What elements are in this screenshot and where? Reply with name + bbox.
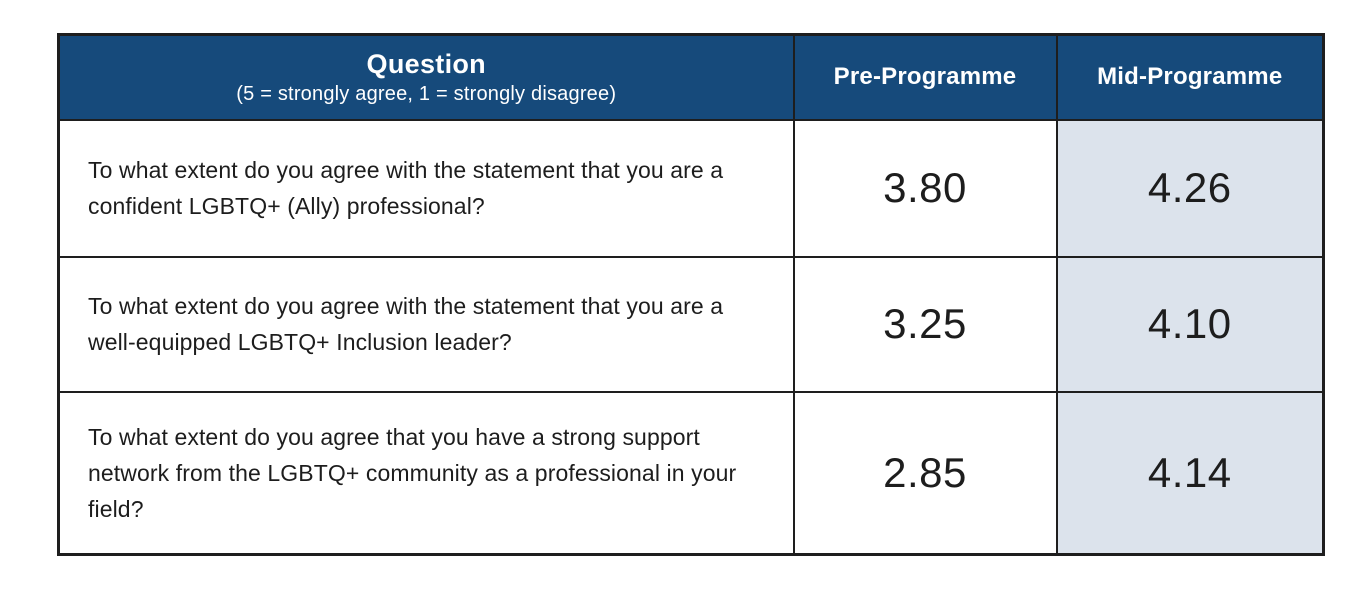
mid-programme-score: 4.14 xyxy=(1055,390,1325,556)
pre-programme-column-header: Pre-Programme xyxy=(792,33,1058,121)
table-header: Question (5 = strongly agree, 1 = strong… xyxy=(57,33,1325,121)
table-row: To what extent do you agree with the sta… xyxy=(57,118,1325,258)
survey-results-table: Question (5 = strongly agree, 1 = strong… xyxy=(57,33,1325,556)
question-column-subtitle: (5 = strongly agree, 1 = strongly disagr… xyxy=(236,83,617,106)
question-column-header: Question (5 = strongly agree, 1 = strong… xyxy=(57,33,795,121)
mid-programme-score: 4.10 xyxy=(1055,255,1325,393)
question-cell: To what extent do you agree with the sta… xyxy=(57,118,795,258)
table-body: To what extent do you agree with the sta… xyxy=(57,118,1325,556)
table-row: To what extent do you agree that you hav… xyxy=(57,390,1325,556)
table-row: To what extent do you agree with the sta… xyxy=(57,255,1325,393)
question-column-title: Question xyxy=(366,49,486,80)
mid-programme-score: 4.26 xyxy=(1055,118,1325,258)
mid-programme-column-header: Mid-Programme xyxy=(1055,33,1325,121)
pre-programme-score: 3.80 xyxy=(792,118,1058,258)
question-cell: To what extent do you agree that you hav… xyxy=(57,390,795,556)
header-row: Question (5 = strongly agree, 1 = strong… xyxy=(57,33,1325,121)
survey-results-table-container: Question (5 = strongly agree, 1 = strong… xyxy=(57,33,1325,556)
pre-programme-score: 2.85 xyxy=(792,390,1058,556)
pre-programme-score: 3.25 xyxy=(792,255,1058,393)
question-cell: To what extent do you agree with the sta… xyxy=(57,255,795,393)
